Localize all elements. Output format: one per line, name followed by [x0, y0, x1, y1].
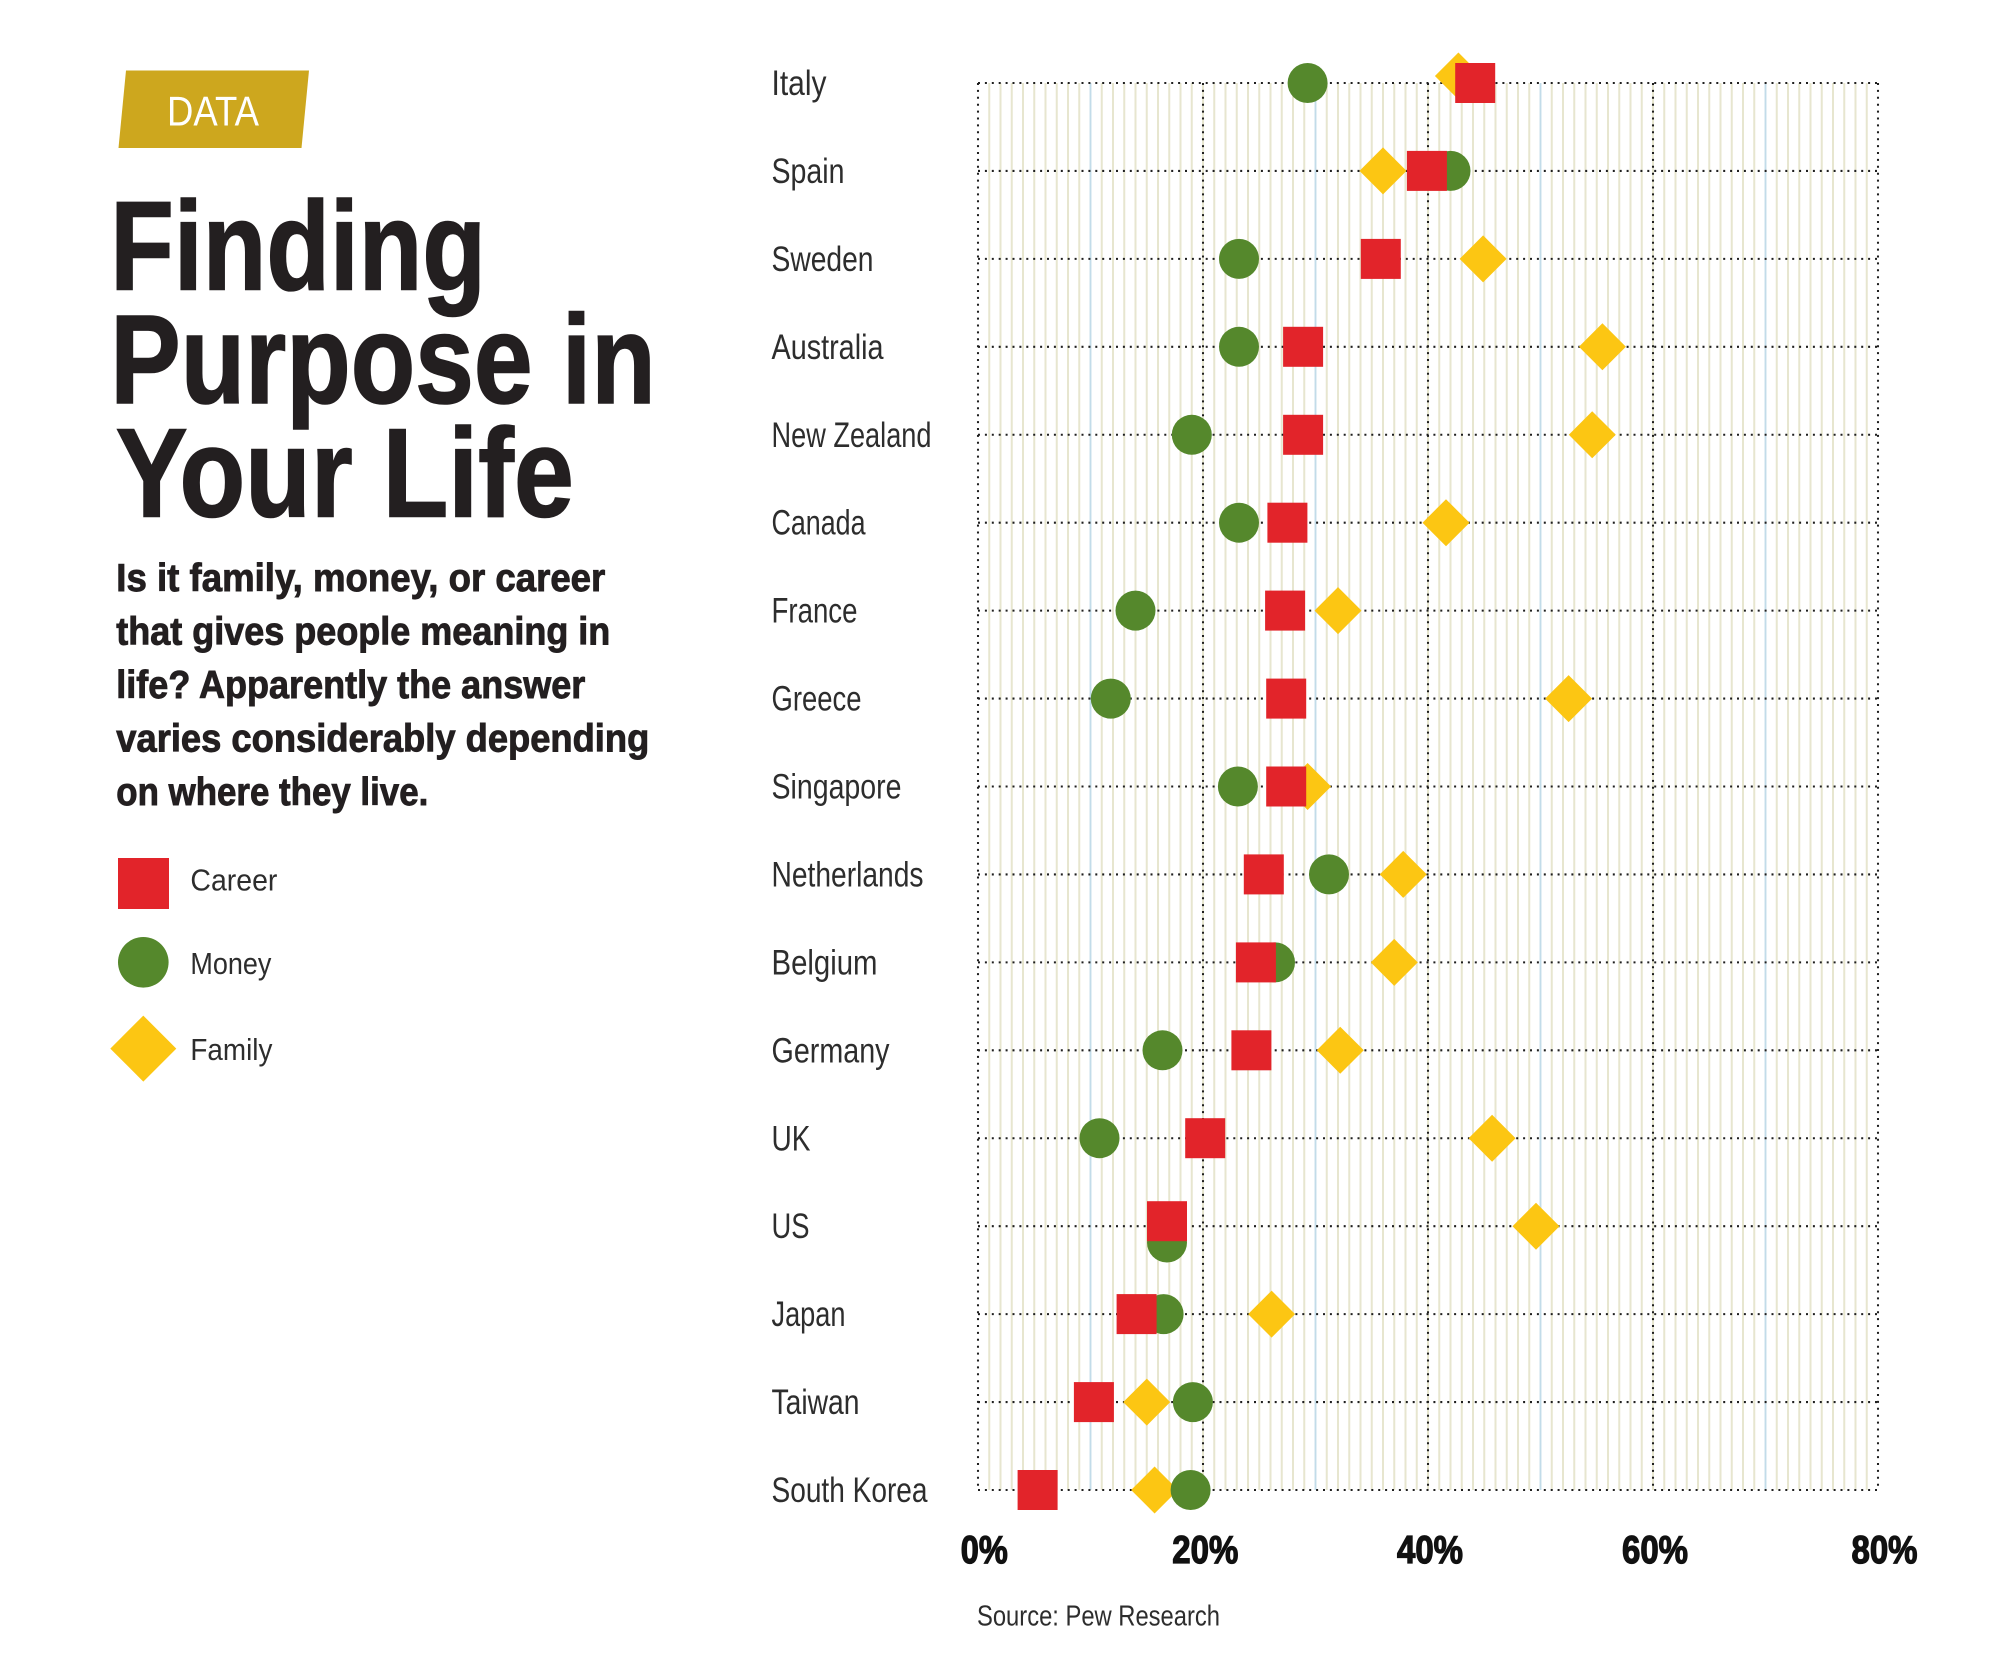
- svg-text:Spain: Spain: [772, 151, 845, 191]
- svg-text:on where they live.: on where they live.: [116, 771, 428, 814]
- svg-text:UK: UK: [772, 1118, 811, 1158]
- svg-text:Sweden: Sweden: [772, 239, 874, 279]
- svg-text:Greece: Greece: [772, 679, 862, 719]
- svg-text:New Zealand: New Zealand: [772, 415, 932, 455]
- svg-text:life? Apparently the answer: life? Apparently the answer: [116, 664, 585, 707]
- svg-text:80%: 80%: [1852, 1529, 1918, 1572]
- svg-text:Japan: Japan: [772, 1294, 846, 1334]
- svg-text:Australia: Australia: [772, 327, 884, 367]
- svg-text:Taiwan: Taiwan: [772, 1382, 860, 1422]
- svg-text:Germany: Germany: [772, 1030, 890, 1070]
- svg-text:varies considerably depending: varies considerably depending: [116, 718, 649, 761]
- svg-text:Career: Career: [190, 864, 277, 898]
- svg-text:Singapore: Singapore: [772, 767, 902, 807]
- svg-text:Family: Family: [190, 1033, 273, 1067]
- svg-text:DATA: DATA: [167, 88, 259, 135]
- svg-text:60%: 60%: [1622, 1529, 1688, 1572]
- svg-text:20%: 20%: [1172, 1529, 1238, 1572]
- svg-text:Canada: Canada: [772, 503, 866, 543]
- svg-text:that gives people meaning in: that gives people meaning in: [116, 611, 610, 654]
- svg-text:Purpose in: Purpose in: [110, 289, 655, 430]
- svg-text:US: US: [772, 1206, 810, 1246]
- svg-text:Belgium: Belgium: [772, 942, 878, 982]
- svg-text:40%: 40%: [1397, 1529, 1463, 1572]
- svg-text:Netherlands: Netherlands: [772, 854, 924, 894]
- svg-text:Finding: Finding: [110, 176, 486, 317]
- svg-text:France: France: [772, 591, 858, 631]
- svg-text:Money: Money: [190, 947, 272, 981]
- svg-text:Italy: Italy: [772, 63, 827, 103]
- svg-text:Your Life: Your Life: [116, 403, 574, 544]
- svg-text:Is it family, money, or career: Is it family, money, or career: [116, 557, 605, 600]
- svg-text:Source: Pew Research: Source: Pew Research: [977, 1601, 1220, 1633]
- svg-text:0%: 0%: [961, 1529, 1008, 1572]
- svg-text:South Korea: South Korea: [772, 1470, 928, 1510]
